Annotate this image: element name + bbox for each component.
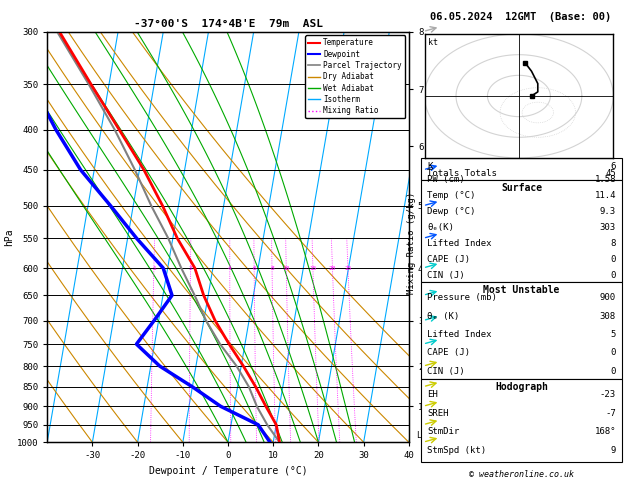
Text: -7: -7 [605, 409, 616, 418]
Text: 308: 308 [600, 312, 616, 321]
Text: kt: kt [428, 38, 438, 47]
Bar [421, 158, 623, 180]
Text: Temp (°C): Temp (°C) [427, 191, 476, 200]
Text: 303: 303 [600, 223, 616, 232]
Text: -23: -23 [600, 390, 616, 399]
Text: 2: 2 [189, 265, 192, 271]
Text: 10: 10 [282, 265, 290, 271]
Text: 25: 25 [344, 265, 352, 271]
Text: 9: 9 [611, 446, 616, 455]
Title: -37°00'S  174°4B'E  79m  ASL: -37°00'S 174°4B'E 79m ASL [133, 19, 323, 30]
Text: 4: 4 [228, 265, 231, 271]
Text: 5: 5 [611, 330, 616, 339]
Text: SREH: SREH [427, 409, 448, 418]
Text: © weatheronline.co.uk: © weatheronline.co.uk [469, 469, 574, 479]
Text: 11.4: 11.4 [594, 191, 616, 200]
Text: Dewp (°C): Dewp (°C) [427, 207, 476, 216]
Text: CIN (J): CIN (J) [427, 271, 465, 280]
Text: PW (cm): PW (cm) [427, 175, 465, 185]
Text: 0: 0 [611, 367, 616, 376]
Text: 06.05.2024  12GMT  (Base: 00): 06.05.2024 12GMT (Base: 00) [430, 12, 611, 22]
Text: 1: 1 [152, 265, 156, 271]
Text: 900: 900 [600, 293, 616, 302]
Y-axis label: km
ASL: km ASL [440, 226, 457, 248]
Text: Lifted Index: Lifted Index [427, 330, 492, 339]
Text: K: K [427, 162, 433, 171]
Text: CIN (J): CIN (J) [427, 367, 465, 376]
Text: StmDir: StmDir [427, 427, 459, 436]
Text: 45: 45 [605, 169, 616, 178]
Text: Mixing Ratio (g/kg): Mixing Ratio (g/kg) [408, 192, 416, 294]
Text: Totals Totals: Totals Totals [427, 169, 497, 178]
Text: CAPE (J): CAPE (J) [427, 255, 470, 264]
Text: CAPE (J): CAPE (J) [427, 348, 470, 358]
Bar [421, 180, 623, 282]
Bar [421, 379, 623, 462]
Text: Most Unstable: Most Unstable [484, 285, 560, 295]
Text: Pressure (mb): Pressure (mb) [427, 293, 497, 302]
Bar [421, 282, 623, 379]
Y-axis label: hPa: hPa [4, 228, 14, 246]
Text: 6: 6 [252, 265, 256, 271]
Text: 20: 20 [329, 265, 336, 271]
Text: 8: 8 [270, 265, 274, 271]
Text: Surface: Surface [501, 183, 542, 193]
Text: Lifted Index: Lifted Index [427, 239, 492, 248]
Text: 1.58: 1.58 [594, 175, 616, 185]
Text: 8: 8 [611, 239, 616, 248]
Text: 15: 15 [309, 265, 316, 271]
Text: θₑ (K): θₑ (K) [427, 312, 459, 321]
Text: 0: 0 [611, 255, 616, 264]
Text: 9.3: 9.3 [600, 207, 616, 216]
Text: 168°: 168° [594, 427, 616, 436]
Text: LCL: LCL [416, 431, 431, 440]
Text: Hodograph: Hodograph [495, 382, 548, 392]
Text: 6: 6 [611, 162, 616, 171]
Text: EH: EH [427, 390, 438, 399]
Text: θₑ(K): θₑ(K) [427, 223, 454, 232]
Text: 0: 0 [611, 271, 616, 280]
Text: StmSpd (kt): StmSpd (kt) [427, 446, 486, 455]
Legend: Temperature, Dewpoint, Parcel Trajectory, Dry Adiabat, Wet Adiabat, Isotherm, Mi: Temperature, Dewpoint, Parcel Trajectory… [305, 35, 405, 118]
X-axis label: Dewpoint / Temperature (°C): Dewpoint / Temperature (°C) [148, 466, 308, 476]
Text: 0: 0 [611, 348, 616, 358]
